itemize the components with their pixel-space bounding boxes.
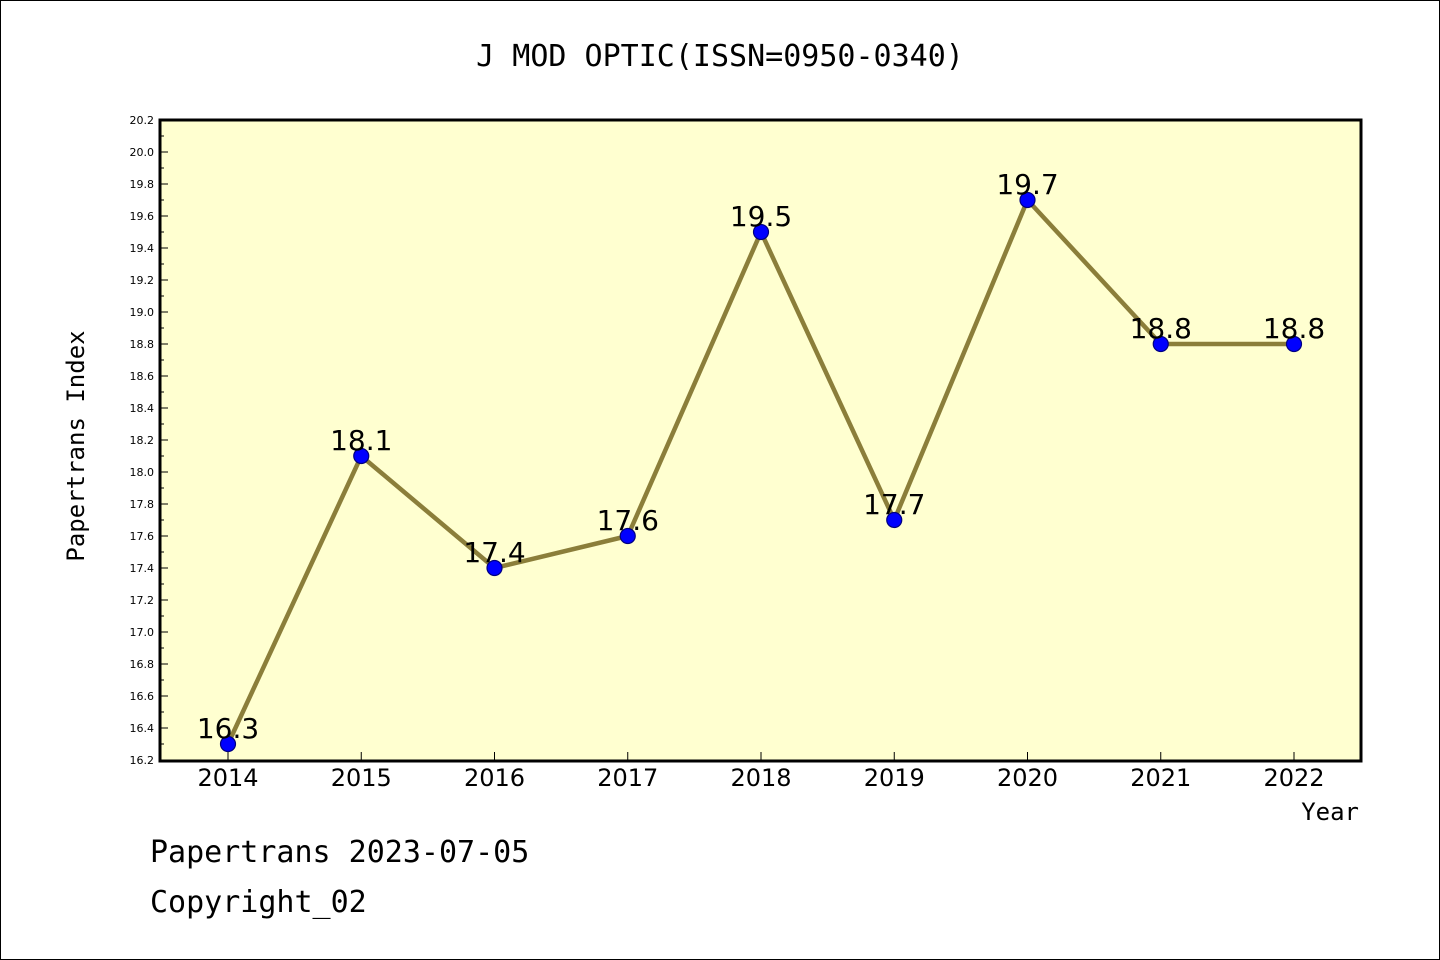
y-tick-label: 16.4: [130, 722, 155, 735]
y-tick-label: 19.2: [130, 274, 155, 287]
x-tick-label: 2015: [331, 764, 392, 792]
data-point: [353, 447, 370, 465]
y-tick-label: 17.2: [130, 594, 155, 607]
data-label: 18.8: [1130, 312, 1192, 345]
data-point: [752, 223, 770, 241]
data-labels: 16.3 18.1 17.4 17.6 19.5 17.7 19.7 18.8 18.8: [197, 168, 1325, 745]
y-tick-label: 18.6: [130, 370, 155, 383]
x-tick-label: 2014: [197, 764, 258, 792]
footer-copyright: Copyright_02: [150, 885, 367, 920]
y-tick-label: 16.6: [130, 690, 155, 703]
data-label: 19.5: [730, 200, 792, 233]
y-tick-label: 19.8: [130, 178, 155, 191]
data-label: 17.7: [863, 488, 925, 521]
x-tick-label: 2019: [864, 764, 925, 792]
footer-date: Papertrans 2023-07-05: [150, 835, 530, 870]
data-point: [1019, 191, 1036, 209]
x-tick-label: 2017: [597, 764, 658, 792]
x-tick-label: 2020: [997, 764, 1058, 792]
chart-title: J MOD OPTIC(ISSN=0950-0340): [476, 39, 964, 74]
data-point: [1285, 335, 1303, 353]
data-label: 19.7: [996, 168, 1058, 201]
x-axis-label: Year: [1301, 798, 1359, 826]
y-tick-label: 16.8: [130, 658, 155, 671]
data-point: [219, 735, 237, 753]
y-axis-label: Papertrans Index: [62, 330, 90, 561]
data-label: 16.3: [197, 712, 259, 745]
y-tick-label: 18.4: [130, 402, 155, 415]
data-point: [1152, 335, 1169, 353]
y-tick-label: 17.0: [130, 626, 155, 639]
x-tick-label: 2022: [1263, 764, 1324, 792]
y-tick-label: 16.2: [130, 754, 155, 767]
y-tick-label: 20.2: [130, 114, 155, 127]
x-tick-label: 2016: [464, 764, 525, 792]
y-tick-label: 18.2: [130, 434, 155, 447]
x-tick-label: 2021: [1130, 764, 1191, 792]
data-point: [486, 559, 503, 577]
plot-border: [158, 118, 1363, 763]
y-tick-label: 17.4: [130, 562, 155, 575]
y-tick-label: 19.0: [130, 306, 155, 319]
y-tick-label: 19.6: [130, 210, 155, 223]
x-tick-label: 2018: [730, 764, 791, 792]
y-tick-label: 18.8: [130, 338, 155, 351]
y-tick-label: 18.0: [130, 466, 155, 479]
data-point: [619, 527, 636, 545]
data-label: 18.8: [1263, 312, 1325, 345]
data-point: [886, 511, 903, 529]
x-axis-ticks: 2014 2015 2016 2017 2018 2019 2020 2021 2022: [197, 752, 1325, 792]
series-layer: [219, 191, 1303, 753]
y-tick-label: 19.4: [130, 242, 155, 255]
data-label: 17.6: [597, 504, 659, 537]
data-label: 18.1: [330, 424, 392, 457]
y-tick-label: 17.6: [130, 530, 155, 543]
y-tick-label: 17.8: [130, 498, 155, 511]
data-label: 17.4: [463, 536, 525, 569]
y-tick-label: 20.0: [130, 146, 155, 159]
